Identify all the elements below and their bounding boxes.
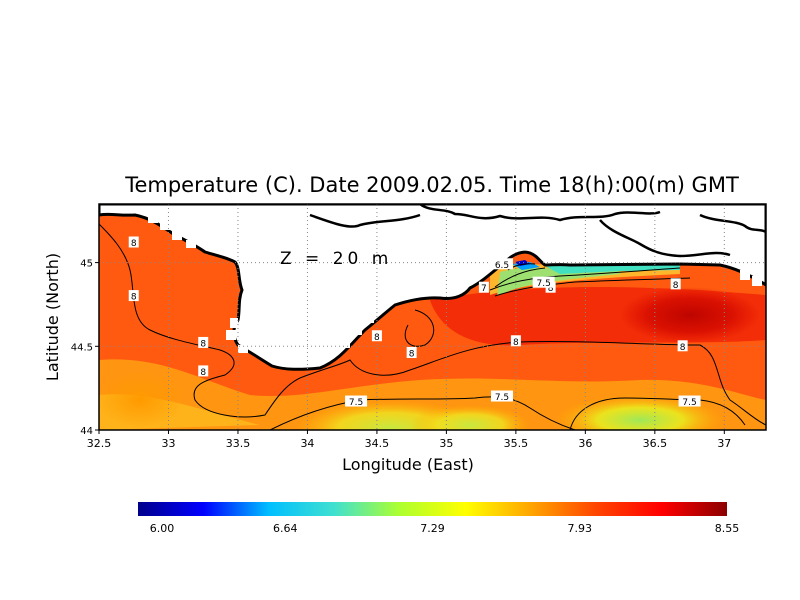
depth-annotation: Z = 20 m	[280, 249, 392, 269]
x-tick-label: 35	[439, 437, 453, 450]
contour-label: 8	[200, 368, 206, 378]
x-tick-label: 35.5	[504, 437, 529, 450]
contour-label-bg	[678, 395, 701, 407]
contour-7-5-north	[489, 267, 681, 291]
colorbar-tick-label: 6.00	[150, 522, 175, 535]
contour-label-bg	[510, 335, 521, 347]
contour-label: 8	[548, 284, 554, 294]
contour-label: 8	[673, 281, 679, 291]
x-tick-label: 34	[300, 437, 314, 450]
contour-label: 8	[680, 343, 686, 353]
contour-label-bg	[128, 236, 139, 248]
contour-8-eddy	[404, 309, 435, 347]
colorbar-tick-label: 6.64	[273, 522, 298, 535]
western-warm-patch	[99, 372, 185, 428]
contour-label-bg	[670, 278, 681, 290]
contour-label: 7	[481, 284, 487, 294]
contour-7	[494, 267, 546, 288]
cool-pool-35	[410, 405, 530, 430]
contour-label: 8	[200, 339, 206, 349]
contour-label: 7.5	[349, 398, 363, 408]
contour-label-bg	[532, 276, 555, 288]
contour-label: 7.5	[495, 393, 509, 403]
contour-lines	[99, 223, 766, 430]
contour-label: 8	[409, 349, 415, 359]
warm-belt	[430, 287, 766, 346]
x-tick-label: 33.5	[226, 437, 251, 450]
x-tick-label: 34.5	[365, 437, 390, 450]
contour-label: 8	[513, 338, 519, 348]
x-tick-label: 37	[717, 437, 731, 450]
contour-label-bg	[345, 395, 368, 407]
contour-label-bg	[478, 281, 489, 293]
chart-title: Temperature (C). Date 2009.02.05. Time 1…	[124, 173, 739, 197]
contour-8-north	[494, 277, 691, 297]
contour-label-bg	[128, 290, 139, 302]
contour-8	[99, 223, 766, 426]
y-tick-label: 44.5	[71, 342, 93, 353]
colorbar-tick-label: 7.93	[568, 522, 593, 535]
coastal-strip-green	[497, 268, 620, 296]
grid-lines	[99, 204, 766, 430]
contour-label-bg	[490, 390, 513, 402]
x-tick-label: 36.5	[643, 437, 668, 450]
contour-label-bg	[406, 346, 417, 358]
contour-label-bg	[490, 258, 513, 270]
colorbar-tick-label: 8.55	[715, 522, 740, 535]
contour-label: 7.5	[682, 398, 696, 408]
y-axis-label: Latitude (North)	[43, 253, 62, 381]
contour-label: 6.5	[495, 261, 509, 271]
colorbar-ticks: 6.00 6.64 7.29 7.93 8.55	[150, 522, 740, 535]
contour-label: 8	[131, 293, 137, 303]
plot-frame	[98, 203, 767, 431]
azov-coast	[309, 204, 766, 258]
contour-7-5-east	[569, 397, 746, 430]
contour-label: 7.5	[537, 279, 551, 289]
y-tick-label: 44	[80, 426, 93, 437]
contour-label-bg	[677, 340, 688, 352]
x-tick-label: 33	[161, 437, 175, 450]
contour-label-bg	[371, 330, 382, 342]
y-axis: 44 44.5 45	[71, 259, 99, 437]
contour-label: 8	[374, 333, 380, 343]
colorbar	[138, 502, 727, 516]
x-tick-label: 32.5	[87, 437, 112, 450]
contour-label-bg	[198, 365, 209, 377]
contour-label-bg	[198, 336, 209, 348]
contour-7-5-west	[269, 396, 576, 430]
x-tick-label: 36	[578, 437, 592, 450]
land-north	[99, 204, 766, 371]
x-axis: 32.5 33 33.5 34 34.5 35 35.5 36 36.5 37	[87, 430, 731, 450]
land-edge-pixels	[148, 213, 762, 353]
y-tick-label: 45	[80, 259, 93, 270]
x-axis-label: Longitude (East)	[342, 455, 474, 474]
contour-label: 8	[131, 239, 137, 249]
colorbar-tick-label: 7.29	[420, 522, 445, 535]
